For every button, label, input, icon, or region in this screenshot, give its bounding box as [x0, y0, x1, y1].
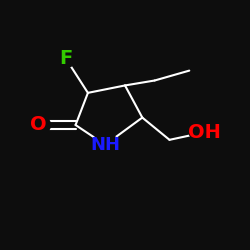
Ellipse shape — [26, 114, 50, 136]
Text: OH: OH — [188, 123, 220, 142]
Ellipse shape — [90, 134, 120, 155]
Text: F: F — [59, 49, 72, 68]
Text: O: O — [30, 116, 47, 134]
Ellipse shape — [56, 49, 76, 68]
Ellipse shape — [189, 122, 219, 143]
Text: NH: NH — [90, 136, 120, 154]
